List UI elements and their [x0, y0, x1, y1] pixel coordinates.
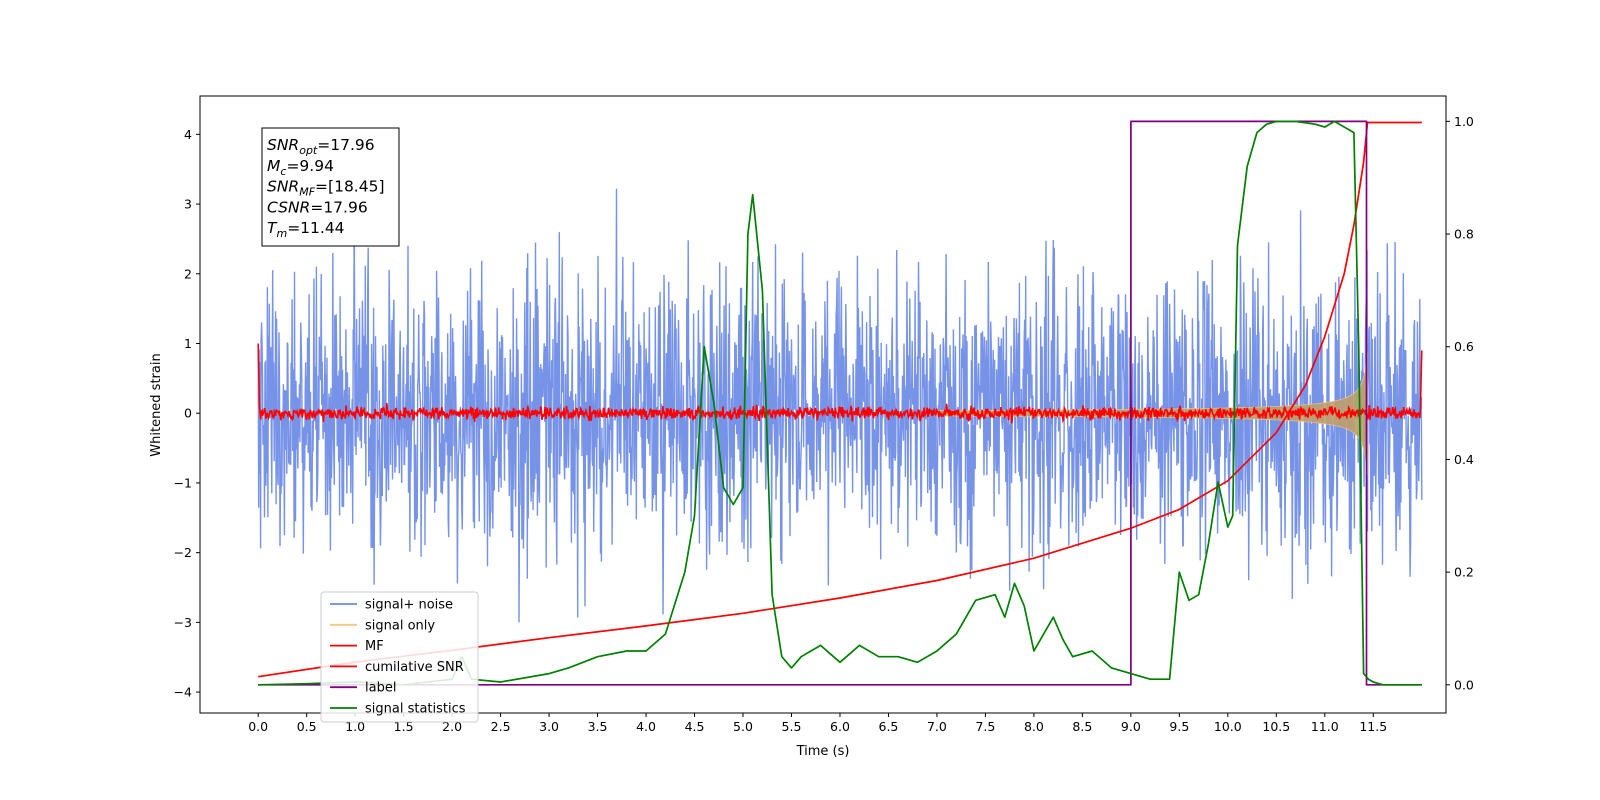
- series-signal-only: [936, 351, 1368, 476]
- legend-frame: [320, 591, 479, 723]
- series-mf: [257, 343, 1423, 424]
- y-axis-right: 0.0 0.2 0.4 0.6 0.8 1.0: [1446, 114, 1474, 692]
- legend-entry: signal statistics: [365, 702, 466, 717]
- annotation-line: Tm=11.44: [267, 219, 345, 240]
- series-cumulative-snr: [258, 121, 1422, 678]
- annotation-symbol: T: [267, 219, 278, 237]
- y-tick-label: −2: [174, 545, 192, 560]
- x-tick-label: 3.5: [588, 719, 608, 734]
- x-tick-label: 5.0: [733, 719, 753, 734]
- annotation-symbol: M: [267, 157, 280, 175]
- x-tick-label: 10.5: [1262, 719, 1290, 734]
- annotation-subscript: m: [276, 227, 287, 240]
- x-tick-label: 11.5: [1359, 719, 1387, 734]
- x-tick-label: 8.5: [1072, 719, 1092, 734]
- x-tick-label: 7.0: [927, 719, 947, 734]
- annotation-line: SNRMF=[18.45]: [267, 178, 385, 199]
- x-tick-label: 2.0: [442, 719, 462, 734]
- y-tick-label: −1: [174, 475, 192, 490]
- series-layer: [257, 120, 1423, 686]
- y-tick-label: 2: [184, 266, 192, 281]
- y-tick-label: −4: [174, 685, 192, 700]
- annotation-subscript: opt: [299, 144, 318, 157]
- legend-entry: MF: [365, 639, 384, 654]
- annotation-symbol: SNR: [267, 178, 299, 196]
- annotation-value: =17.96: [310, 198, 367, 216]
- y-tick-label: 1: [184, 336, 192, 351]
- annotation-subscript: MF: [299, 186, 315, 199]
- x-tick-label: 3.0: [539, 719, 559, 734]
- x-tick-label: 4.5: [685, 719, 705, 734]
- series-label: [258, 120, 1422, 686]
- x-tick-label: 6.0: [830, 719, 850, 734]
- x-tick-label: 8.0: [1024, 719, 1044, 734]
- series-signal-noise: [257, 188, 1423, 623]
- y2-tick-label: 1.0: [1454, 114, 1474, 129]
- y-tick-label: 0: [184, 406, 192, 421]
- y-tick-label: −3: [174, 615, 192, 630]
- x-tick-label: 0.0: [248, 719, 268, 734]
- x-tick-label: 5.5: [782, 719, 802, 734]
- y2-tick-label: 0.0: [1454, 677, 1474, 692]
- legend-entry: signal only: [365, 618, 435, 633]
- annotation-line: SNRopt=17.96: [267, 136, 375, 157]
- x-tick-label: 1.0: [345, 719, 365, 734]
- x-tick-label: 4.0: [636, 719, 656, 734]
- x-tick-label: 11.0: [1311, 719, 1339, 734]
- annotation-box: SNRopt=17.96Mc=9.94SNRMF=[18.45]CSNR=17.…: [261, 127, 400, 247]
- annotation-line: Mc=9.94: [267, 157, 334, 178]
- y-axis-label: Whitened strain: [149, 353, 164, 456]
- legend-entry: label: [365, 681, 396, 696]
- annotation-value: =[18.45]: [315, 178, 384, 196]
- annotation-value: =17.96: [317, 136, 374, 154]
- y-tick-label: 4: [184, 127, 192, 142]
- x-tick-label: 1.5: [394, 719, 414, 734]
- x-tick-label: 9.5: [1169, 719, 1189, 734]
- x-tick-label: 9.0: [1121, 719, 1141, 734]
- legend-entry: signal+ noise: [365, 598, 453, 613]
- series-signal-statistics: [258, 120, 1422, 686]
- annotation-value: =9.94: [286, 157, 334, 175]
- x-tick-label: 7.5: [975, 719, 995, 734]
- annotation-symbol: CSNR: [267, 198, 310, 216]
- y2-tick-label: 0.4: [1454, 452, 1474, 467]
- plot-frame: [199, 95, 1447, 714]
- annotation-subscript: c: [280, 165, 286, 178]
- legend-entry: cumilative SNR: [365, 660, 464, 675]
- y2-tick-label: 0.8: [1454, 227, 1474, 242]
- y2-tick-label: 0.6: [1454, 339, 1474, 354]
- legend: signal+ noise signal only MF cumilative SNR…: [320, 591, 479, 723]
- x-tick-label: 6.5: [879, 719, 899, 734]
- annotation-value: =11.44: [287, 219, 344, 237]
- x-tick-label: 10.0: [1214, 719, 1242, 734]
- annotation-frame: [261, 127, 400, 247]
- x-tick-label: 0.5: [297, 719, 317, 734]
- y-tick-label: 3: [184, 197, 192, 212]
- x-axis-label: Time (s): [796, 744, 850, 759]
- annotation-symbol: SNR: [267, 136, 299, 154]
- annotation-line: CSNR=17.96: [267, 198, 368, 216]
- x-axis: 0.0 0.5 1.0 1.5 2.0 2.5 3.0 3.5 4.0 4.5 5.0 5.5 6.0 6…: [248, 713, 1387, 734]
- y2-tick-label: 0.2: [1454, 565, 1474, 580]
- y-axis-left: −4 −3 −2 −1 0 1 2 3 4: [174, 127, 200, 700]
- x-tick-label: 2.5: [491, 719, 511, 734]
